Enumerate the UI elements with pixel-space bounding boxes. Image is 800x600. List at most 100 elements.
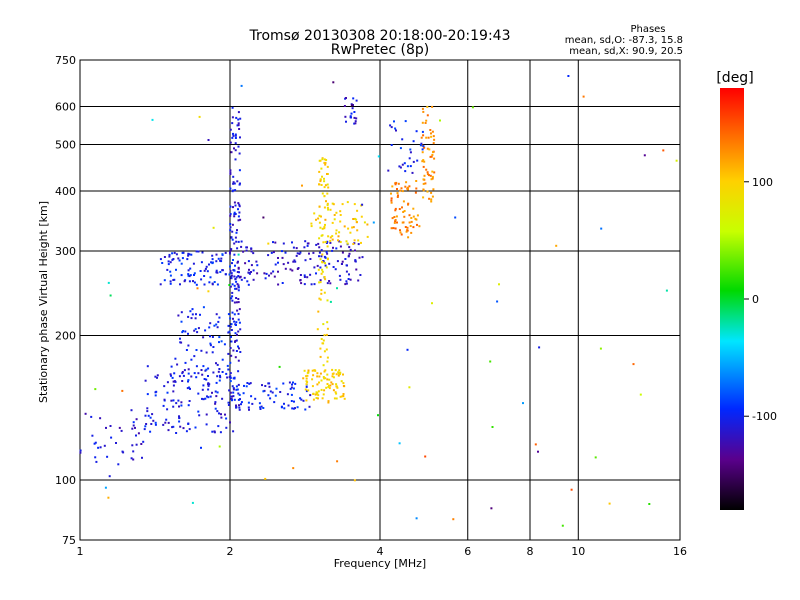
data-point [263, 389, 266, 392]
data-point [306, 244, 309, 247]
data-point [292, 407, 295, 410]
data-point [213, 431, 216, 434]
data-point [420, 142, 423, 145]
data-point [411, 171, 414, 174]
data-point [238, 347, 240, 350]
data-point [220, 413, 222, 416]
data-point [665, 289, 668, 292]
data-point [406, 229, 409, 232]
x-tick-label: 16 [673, 545, 687, 558]
data-point [431, 170, 434, 173]
data-point [238, 393, 241, 396]
data-point [197, 410, 200, 413]
data-point [188, 400, 191, 402]
data-point [318, 221, 321, 224]
data-point [237, 392, 240, 395]
data-point [231, 122, 234, 125]
data-point [198, 414, 201, 417]
data-point [95, 460, 98, 463]
data-point [203, 275, 206, 277]
data-point [146, 410, 149, 413]
data-point [410, 220, 413, 223]
data-point [193, 372, 196, 375]
data-point [232, 388, 235, 391]
data-point [202, 384, 205, 387]
data-point [390, 144, 393, 146]
data-point [185, 349, 188, 351]
data-point [248, 408, 250, 411]
data-point [410, 217, 413, 219]
data-point [162, 423, 165, 426]
data-point [238, 169, 241, 172]
data-point [347, 278, 350, 280]
data-point [218, 341, 220, 344]
data-point [594, 456, 597, 459]
data-point [99, 446, 102, 449]
data-point [237, 289, 240, 292]
data-point [267, 242, 270, 245]
data-point [233, 398, 236, 401]
data-point [206, 395, 208, 398]
data-point [320, 272, 323, 275]
data-point [238, 205, 241, 208]
data-point [237, 298, 240, 300]
data-point [600, 227, 603, 230]
data-point [398, 208, 401, 210]
data-point [79, 449, 82, 452]
data-point [156, 374, 159, 377]
data-point [331, 235, 334, 238]
data-point [245, 249, 248, 252]
data-point [319, 372, 322, 375]
data-point [394, 209, 397, 212]
data-point [237, 301, 240, 304]
data-point [345, 240, 348, 243]
data-point [320, 249, 323, 252]
data-point [182, 374, 185, 377]
data-point [318, 375, 321, 378]
data-point [325, 250, 328, 253]
data-point [237, 208, 239, 211]
data-point [166, 408, 169, 411]
data-point [407, 203, 409, 206]
data-point [209, 344, 212, 347]
data-point [326, 356, 329, 359]
data-point [214, 401, 217, 404]
data-point [318, 246, 321, 249]
data-point [412, 226, 415, 229]
x-tick-label: 8 [527, 545, 534, 558]
data-point [307, 371, 310, 374]
data-point [319, 266, 322, 269]
data-point [337, 239, 339, 242]
data-point [234, 340, 236, 343]
data-point [108, 475, 111, 478]
data-point [327, 186, 330, 189]
data-point [146, 393, 149, 396]
data-point [320, 292, 323, 295]
data-point [245, 385, 248, 388]
data-point [221, 269, 224, 272]
data-point [350, 112, 353, 115]
data-point [282, 242, 285, 245]
data-point [287, 261, 290, 264]
data-point [169, 274, 172, 277]
data-point [404, 170, 407, 173]
data-point [319, 355, 322, 358]
data-point [272, 241, 274, 244]
data-point [175, 402, 178, 405]
data-point [219, 374, 221, 377]
data-point [338, 240, 341, 243]
data-point [412, 215, 415, 218]
data-point [238, 152, 241, 155]
data-point [399, 189, 402, 192]
data-point [318, 205, 321, 208]
data-point [289, 268, 292, 271]
data-point [199, 313, 201, 316]
data-point [426, 105, 429, 108]
data-point [233, 253, 236, 256]
data-point [154, 394, 157, 397]
data-point [360, 241, 362, 244]
data-point [232, 391, 235, 394]
data-point [217, 425, 220, 428]
data-point [231, 399, 233, 402]
data-point [291, 407, 294, 410]
